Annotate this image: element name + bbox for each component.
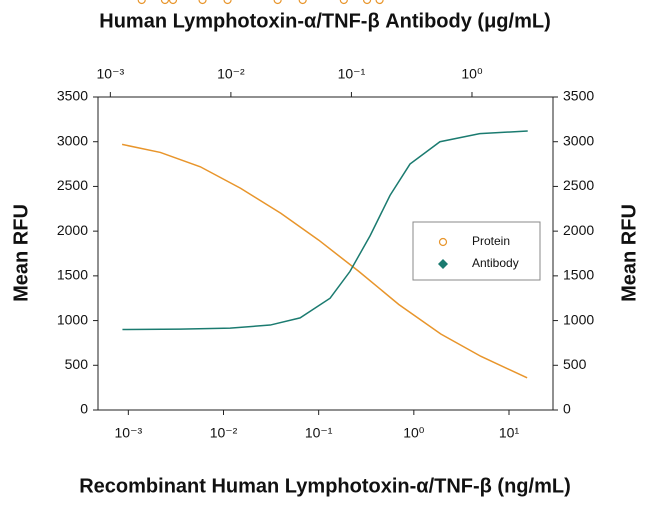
- legend-label: Antibody: [472, 256, 519, 270]
- fit-curve: [122, 130, 528, 331]
- legend-label: Protein: [472, 234, 510, 248]
- plot-frame: [97, 96, 554, 411]
- y-tick-label: 500: [65, 356, 89, 372]
- y-tick-label: 2000: [57, 222, 88, 238]
- y-axis-title: Mean RFU: [10, 204, 32, 302]
- x-axis-title: Recombinant Human Lymphotoxin-α/TNF-β (n…: [79, 475, 571, 497]
- legend-box: [412, 221, 541, 281]
- legend-marker: [438, 259, 448, 269]
- y-tick-label: 3500: [57, 88, 88, 104]
- y2-axis-title: Mean RFU: [618, 204, 640, 302]
- y2-tick-label: 1000: [563, 311, 594, 327]
- chart-title: Human Lymphotoxin-α/TNF-β Antibody (μg/m…: [99, 10, 551, 32]
- point: [160, 0, 170, 5]
- point: [273, 0, 282, 5]
- y2-tick-label: 1500: [563, 267, 594, 283]
- point: [198, 0, 207, 5]
- fit-curve: [121, 143, 528, 379]
- x-tick-label: 10⁻³: [115, 425, 143, 441]
- y2-tick-label: 3500: [563, 88, 594, 104]
- point: [168, 0, 178, 5]
- y2-tick-label: 2000: [563, 222, 594, 238]
- x-tick-label: 10¹: [499, 425, 520, 441]
- point: [137, 0, 146, 5]
- y2-tick-label: 2500: [563, 177, 594, 193]
- point: [362, 0, 372, 5]
- x2-tick-label: 10⁰: [461, 66, 483, 82]
- x-tick-label: 10⁰: [403, 425, 425, 441]
- x-tick-label: 10⁻¹: [305, 425, 333, 441]
- y-tick-label: 1500: [57, 267, 88, 283]
- x2-tick-label: 10⁻¹: [338, 66, 366, 82]
- legend-marker: [438, 237, 448, 247]
- point: [298, 0, 307, 5]
- x-tick-label: 10⁻²: [210, 425, 238, 441]
- point: [223, 0, 232, 5]
- y-tick-label: 1000: [57, 311, 88, 327]
- y2-tick-label: 3000: [563, 132, 594, 148]
- x2-tick-label: 10⁻³: [97, 66, 125, 82]
- point: [375, 0, 384, 5]
- y2-tick-label: 500: [563, 356, 587, 372]
- y-tick-label: 2500: [57, 177, 88, 193]
- point: [339, 0, 348, 5]
- y-tick-label: 3000: [57, 132, 88, 148]
- x2-tick-label: 10⁻²: [217, 66, 245, 82]
- y2-tick-label: 0: [563, 401, 571, 417]
- y-tick-label: 0: [80, 401, 88, 417]
